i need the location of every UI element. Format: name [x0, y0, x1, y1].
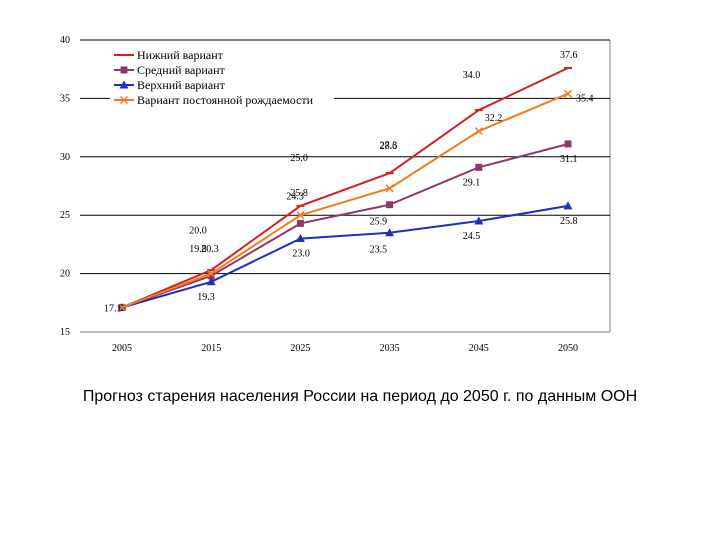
data-label: 31.1 [560, 154, 578, 165]
data-label: 19.3 [197, 292, 215, 303]
data-label: 19.8 [189, 244, 207, 255]
legend-item-1: Нижний вариант [114, 48, 224, 62]
x-tick-label: 2035 [380, 343, 400, 354]
data-point [295, 234, 305, 243]
data-point [296, 219, 304, 227]
series-line [121, 92, 569, 309]
data-point [385, 228, 395, 237]
series-line [121, 143, 569, 309]
x-tick-label: 2025 [290, 343, 310, 354]
series-group [117, 67, 573, 312]
legend-swatch-marker [120, 66, 128, 74]
series-3 [117, 201, 573, 311]
data-label: 17.1 [104, 303, 122, 314]
series-1 [118, 67, 572, 309]
data-point [206, 277, 216, 286]
data-label: 25.8 [290, 188, 308, 199]
y-tick-label: 15 [60, 327, 70, 338]
legend-swatch-marker [119, 95, 129, 105]
legend-label: Вариант постоянной рождаемости [137, 93, 314, 107]
data-point [563, 89, 573, 98]
data-label: 25.0 [290, 153, 308, 164]
data-point [386, 201, 394, 209]
data-label: 20.0 [189, 226, 207, 237]
data-point [207, 272, 215, 280]
data-point [474, 216, 484, 225]
x-tick-label: 2005 [112, 343, 132, 354]
data-labels: 17.1 20.3 25.8 28.6 34.0 37.6 19.8 24.3 25.9 29.1… [104, 50, 594, 314]
data-point [385, 184, 394, 193]
legend-swatch-marker [119, 80, 129, 89]
y-tick-label: 25 [60, 210, 70, 221]
data-label: 27.3 [380, 140, 398, 151]
legend-item-4: Вариант постоянной рождаемости [114, 93, 314, 107]
chart-caption: Прогноз старения населения России на пер… [82, 388, 638, 405]
y-axis: 15 20 25 30 35 40 [60, 35, 70, 338]
data-label: 20.3 [201, 244, 219, 255]
data-label: 25.8 [560, 216, 578, 227]
data-point [474, 127, 483, 136]
legend-label: Верхний вариант [137, 78, 226, 92]
x-tick-label: 2015 [201, 343, 221, 354]
data-point [207, 269, 216, 278]
data-label: 37.6 [560, 50, 578, 61]
data-label: 32.2 [485, 113, 503, 124]
data-point [475, 163, 483, 171]
series-line [121, 67, 569, 309]
x-tick-label: 2050 [558, 343, 578, 354]
data-label: 24.3 [286, 191, 304, 202]
y-tick-label: 20 [60, 269, 70, 280]
data-label: 28.6 [380, 141, 398, 152]
data-label: 25.9 [370, 217, 388, 228]
x-tick-label: 2045 [469, 343, 489, 354]
data-label: 34.0 [463, 70, 481, 81]
data-point [117, 303, 127, 312]
data-point [296, 211, 305, 220]
legend-box [110, 43, 334, 103]
y-tick-label: 30 [60, 152, 70, 163]
series-4 [117, 89, 573, 312]
data-label: 24.5 [463, 231, 481, 242]
legend-label: Нижний вариант [137, 48, 224, 62]
x-axis: 2005 2015 2025 2035 2045 2050 [112, 343, 578, 354]
series-line [121, 204, 569, 309]
data-label: 29.1 [463, 177, 481, 188]
y-tick-label: 35 [60, 93, 70, 104]
data-point [564, 140, 572, 148]
data-label: 23.0 [292, 249, 310, 260]
legend-item-3: Верхний вариант [114, 78, 226, 92]
data-label: 23.5 [370, 245, 388, 256]
series-2 [118, 140, 572, 311]
data-label: 35.4 [576, 94, 594, 105]
legend-label: Средний вариант [137, 63, 226, 77]
legend-item-2: Средний вариант [114, 63, 226, 77]
data-point [563, 201, 573, 210]
y-tick-label: 40 [60, 35, 70, 46]
